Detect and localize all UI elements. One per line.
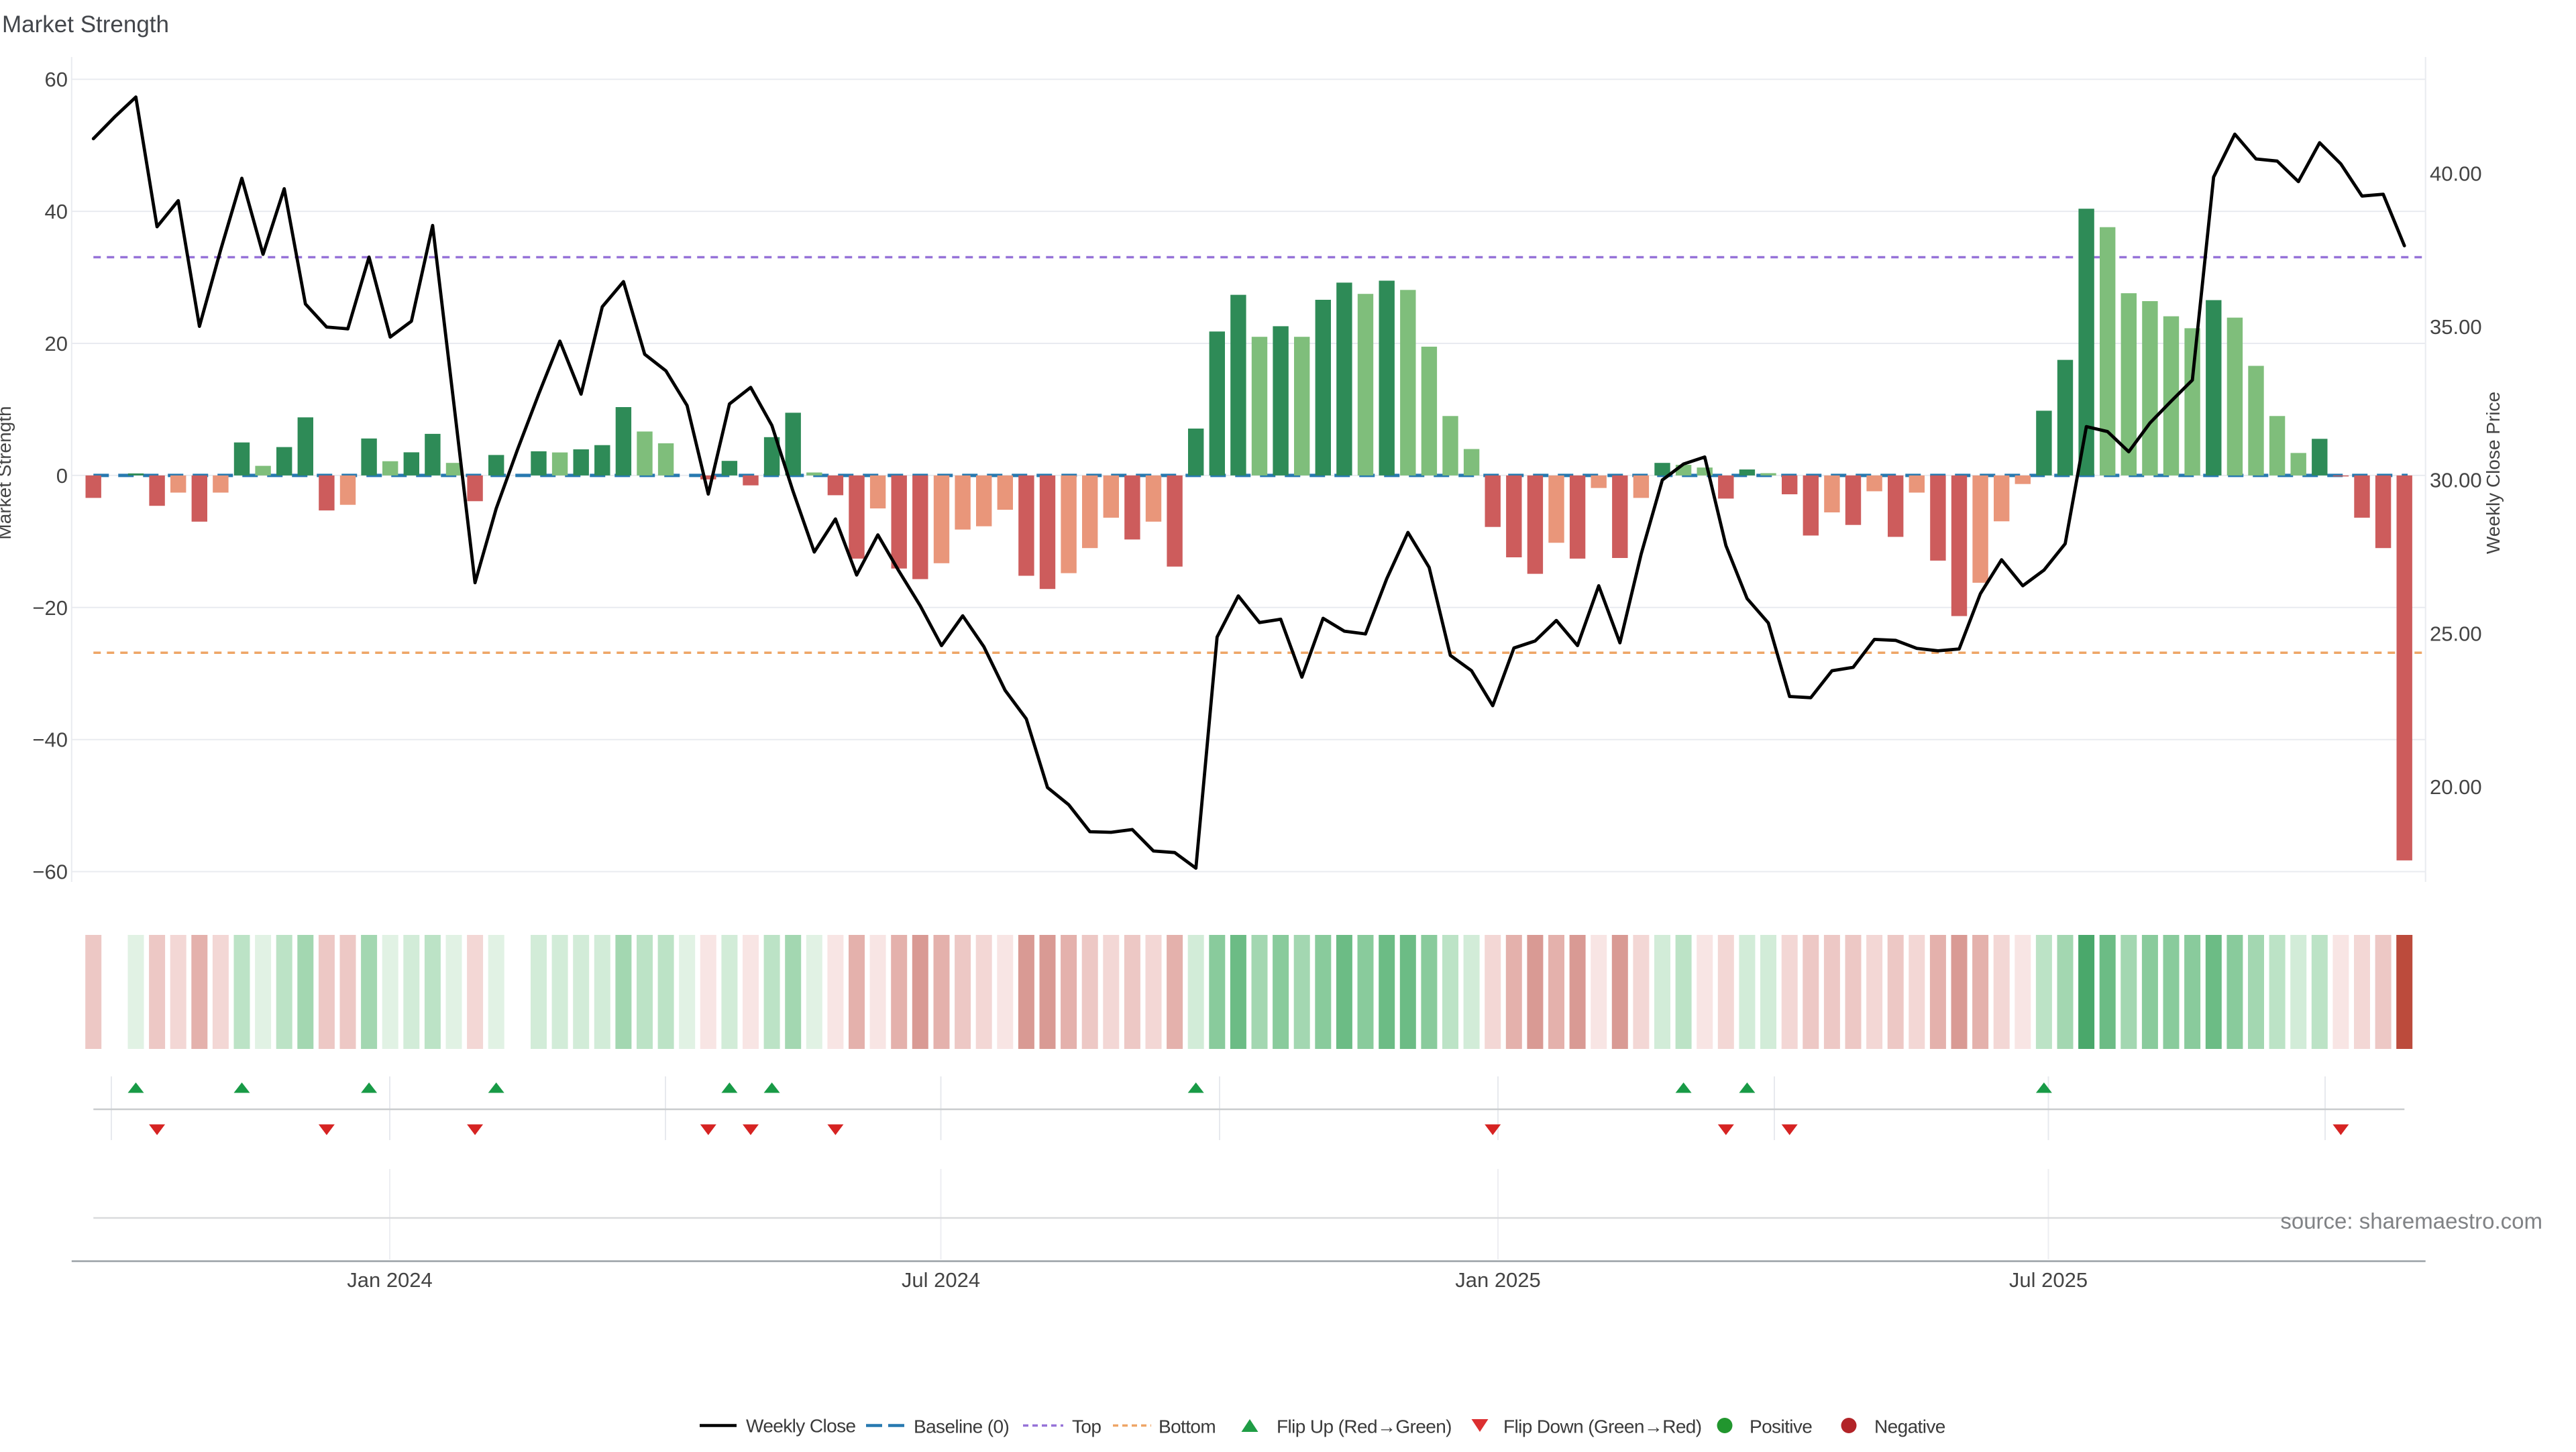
svg-text:Weekly Close: Weekly Close — [746, 1416, 855, 1437]
svg-text:Negative: Negative — [1874, 1416, 1945, 1437]
svg-text:−60: −60 — [32, 860, 68, 884]
svg-text:Weekly Close Price: Weekly Close Price — [2483, 392, 2504, 554]
svg-text:60: 60 — [45, 68, 68, 91]
svg-text:30.00: 30.00 — [2430, 469, 2482, 492]
svg-text:Flip Up (Red→Green): Flip Up (Red→Green) — [1277, 1416, 1452, 1437]
svg-text:Top: Top — [1072, 1416, 1101, 1437]
svg-text:−40: −40 — [32, 728, 68, 752]
svg-text:0: 0 — [56, 464, 68, 488]
svg-text:20: 20 — [45, 332, 68, 355]
svg-text:Positive: Positive — [1750, 1416, 1812, 1437]
svg-text:20.00: 20.00 — [2430, 775, 2482, 799]
svg-text:Jan 2025: Jan 2025 — [1455, 1268, 1541, 1292]
svg-text:Jul 2025: Jul 2025 — [2009, 1268, 2088, 1292]
svg-text:Jan 2024: Jan 2024 — [347, 1268, 433, 1292]
svg-text:40.00: 40.00 — [2430, 162, 2482, 186]
svg-text:35.00: 35.00 — [2430, 315, 2482, 339]
svg-text:Baseline (0): Baseline (0) — [914, 1416, 1009, 1437]
svg-text:−20: −20 — [32, 596, 68, 620]
svg-text:Jul 2024: Jul 2024 — [902, 1268, 980, 1292]
svg-text:Market Strength: Market Strength — [0, 406, 15, 539]
svg-text:Market Strength: Market Strength — [2, 11, 169, 38]
svg-text:Flip Down (Green→Red): Flip Down (Green→Red) — [1503, 1416, 1702, 1437]
svg-text:25.00: 25.00 — [2430, 622, 2482, 645]
svg-text:40: 40 — [45, 200, 68, 223]
svg-text:source: sharemaestro.com: source: sharemaestro.com — [2280, 1209, 2542, 1233]
svg-text:Bottom: Bottom — [1159, 1416, 1216, 1437]
